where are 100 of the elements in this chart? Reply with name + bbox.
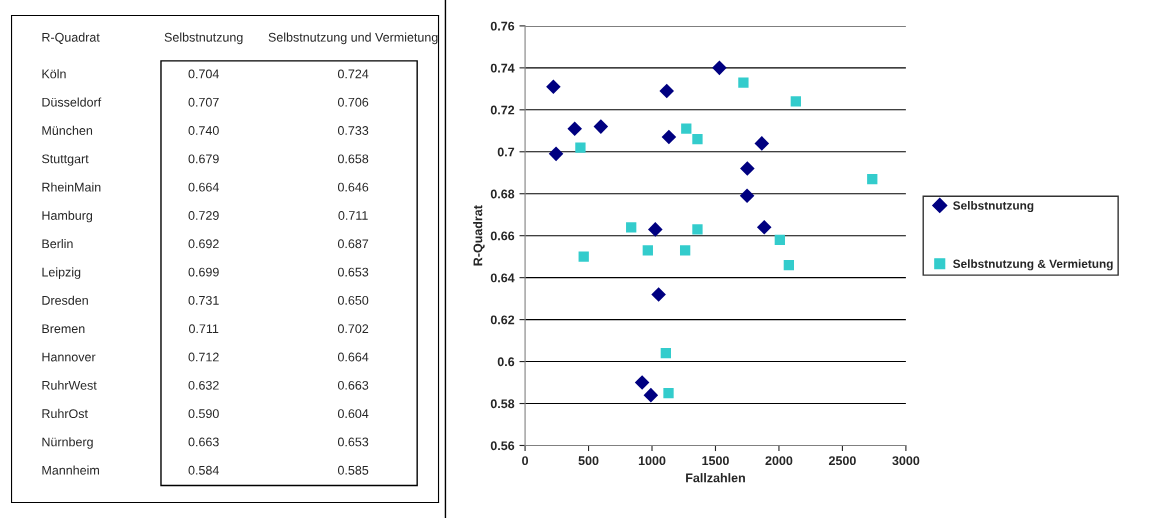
point xyxy=(626,222,637,233)
category-label: Stuttgart xyxy=(42,154,89,166)
point xyxy=(738,77,749,88)
data-label: 0.692 xyxy=(188,239,219,249)
point xyxy=(659,83,675,99)
data-label: 0.604 xyxy=(337,409,369,419)
y-tick-label: 0.58 xyxy=(490,399,515,409)
data-label: 0.699 xyxy=(188,267,219,277)
point xyxy=(867,173,878,185)
x-tick-label: 2000 xyxy=(765,456,793,466)
category-label: RuhrWest xyxy=(42,380,97,390)
point xyxy=(681,123,692,134)
point xyxy=(679,245,691,256)
y-axis-title: R-Quadrat xyxy=(473,205,485,266)
point xyxy=(660,348,671,359)
point xyxy=(739,188,755,204)
data-label: 0.704 xyxy=(188,69,219,79)
text: Selbstnutzung xyxy=(164,32,243,45)
legend-label: Selbstnutzung & Vermietung xyxy=(953,259,1113,271)
point xyxy=(663,387,674,399)
x-tick-label: 0 xyxy=(522,456,529,466)
category-label: Bremen xyxy=(42,324,85,334)
x-tick-label: 1500 xyxy=(702,456,729,466)
point xyxy=(774,234,785,246)
category-label: München xyxy=(42,125,93,135)
legend-label: Selbstnutzung xyxy=(953,201,1034,213)
category-label: Leipzig xyxy=(42,267,81,279)
y-tick-label: 0.68 xyxy=(490,189,515,199)
y-tick-label: 0.7 xyxy=(497,147,515,157)
category-label: Mannheim xyxy=(42,465,99,475)
category-label: RheinMain xyxy=(42,182,101,192)
point xyxy=(634,375,650,390)
data-label: 0.687 xyxy=(337,239,369,249)
category-label: Nürnberg xyxy=(42,437,93,449)
category-label: Berlin xyxy=(42,239,73,249)
data-label: 0.702 xyxy=(337,324,369,334)
data-label: 0.707 xyxy=(188,97,219,107)
data-label: 0.658 xyxy=(337,154,369,164)
point xyxy=(712,60,727,76)
data-label: 0.724 xyxy=(337,69,369,79)
data-label: 0.663 xyxy=(188,437,219,447)
data-label: 0.711 xyxy=(188,324,219,334)
x-tick-label: 1000 xyxy=(638,456,666,466)
data-label: 0.632 xyxy=(188,380,219,390)
point xyxy=(754,136,770,151)
data-label: 0.731 xyxy=(188,295,219,305)
point xyxy=(578,251,589,262)
data-label: 0.650 xyxy=(337,295,369,305)
point xyxy=(692,134,703,145)
data-label: 0.711 xyxy=(338,211,368,220)
data-label: 0.646 xyxy=(337,182,369,192)
point xyxy=(740,161,755,176)
point xyxy=(575,142,586,153)
category-label: Düsseldorf xyxy=(42,97,102,107)
point xyxy=(756,220,772,235)
x-tick-label: 500 xyxy=(578,456,599,466)
y-tick-label: 0.72 xyxy=(490,105,515,115)
data-label: 0.679 xyxy=(188,154,219,164)
data-label: 0.590 xyxy=(188,409,219,419)
text: Selbstnutzung und Vermietung xyxy=(268,32,438,45)
data-label: 0.664 xyxy=(188,182,219,192)
data-label: 0.706 xyxy=(337,97,369,107)
category-label: Hannover xyxy=(42,352,96,362)
x-tick-label: 2500 xyxy=(828,456,856,466)
data-label: 0.740 xyxy=(188,126,219,135)
y-tick-label: 0.66 xyxy=(490,231,515,241)
point xyxy=(642,245,653,256)
point xyxy=(651,287,666,302)
point xyxy=(546,79,561,95)
category-label: RuhrOst xyxy=(42,408,88,419)
point xyxy=(648,222,663,237)
point xyxy=(643,387,659,403)
point xyxy=(790,96,801,107)
data-label: 0.663 xyxy=(337,380,369,390)
data-label: 0.712 xyxy=(188,352,219,362)
y-tick-label: 0.56 xyxy=(490,441,515,451)
category-label: Hamburg xyxy=(42,210,93,223)
data-label: 0.584 xyxy=(188,465,219,475)
point xyxy=(692,224,703,235)
text: R-Quadrat xyxy=(42,32,100,44)
y-tick-label: 0.62 xyxy=(490,315,515,325)
point xyxy=(783,259,794,271)
point xyxy=(661,129,677,145)
data-label: 0.653 xyxy=(337,437,369,447)
x-tick-label: 3000 xyxy=(892,456,920,466)
category-label: Dresden xyxy=(42,295,88,305)
point xyxy=(593,119,609,134)
data-label: 0.585 xyxy=(337,465,369,475)
y-tick-label: 0.76 xyxy=(490,21,515,31)
x-axis-title: Fallzahlen xyxy=(686,473,745,483)
y-tick-label: 0.6 xyxy=(497,357,515,367)
y-tick-label: 0.64 xyxy=(490,273,515,283)
data-label: 0.664 xyxy=(337,352,369,362)
y-tick-label: 0.74 xyxy=(490,63,515,73)
point xyxy=(548,146,564,162)
data-label: 0.729 xyxy=(188,211,219,220)
data-label: 0.733 xyxy=(337,126,369,135)
point xyxy=(567,121,582,136)
category-label: Köln xyxy=(42,69,66,79)
data-label: 0.653 xyxy=(337,267,369,277)
